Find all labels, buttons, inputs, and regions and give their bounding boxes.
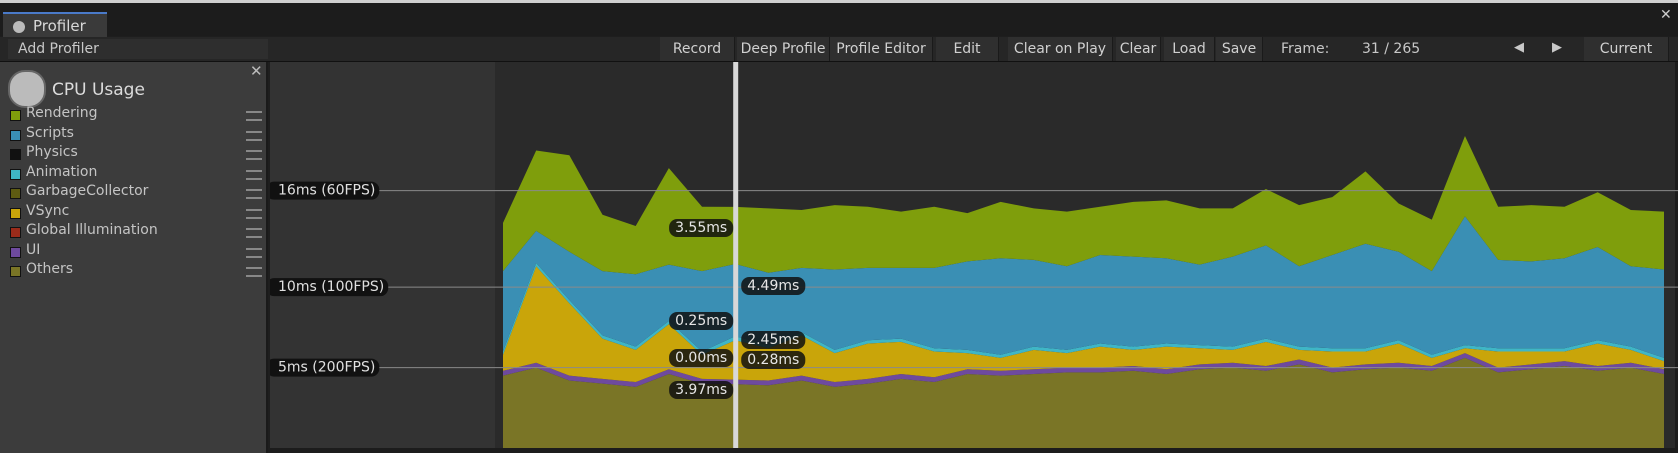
frame-value: 31 / 265 <box>1362 41 1421 57</box>
drag-handle[interactable] <box>246 169 262 180</box>
value-label-bg <box>669 219 734 237</box>
value-label-bg <box>669 381 734 399</box>
legend-label: Physics <box>26 144 78 160</box>
legend-label: Others <box>26 261 74 277</box>
legend-label: Global Illumination <box>26 222 158 238</box>
selected-value-label: 3.55ms <box>675 220 727 236</box>
module-close[interactable]: ✕ <box>250 62 263 80</box>
legend-swatch <box>10 227 21 238</box>
value-label-bg <box>741 351 806 369</box>
legend-label: VSync <box>26 202 70 219</box>
value-label-bg <box>741 277 806 295</box>
next-frame[interactable]: ▶ <box>1552 40 1562 55</box>
legend-label: GarbageCollector <box>26 183 149 199</box>
drag-handle[interactable] <box>246 208 262 219</box>
drag-handle[interactable] <box>246 267 262 277</box>
current-button[interactable]: Current <box>1584 37 1669 61</box>
prev-frame[interactable]: ◀ <box>1514 40 1524 55</box>
selected-value-label: 0.28ms <box>747 352 799 368</box>
legend-item[interactable]: GarbageCollector <box>10 183 262 202</box>
drag-handle[interactable] <box>246 111 262 121</box>
label-bg <box>270 181 380 200</box>
selected-value-label: 2.45ms <box>747 332 799 348</box>
toolbar-button[interactable]: Record <box>660 37 735 61</box>
reference-label: 5ms (200FPS) <box>278 360 375 376</box>
selected-frame <box>733 62 739 448</box>
legend-swatch <box>10 149 21 160</box>
reference-label: 10ms (100FPS) <box>278 279 384 295</box>
toolbar-button[interactable]: Clear <box>1116 37 1161 61</box>
tab[interactable]: Profiler <box>3 12 107 39</box>
drag-handle[interactable] <box>246 228 262 238</box>
selected-value-label: 0.25ms <box>675 313 727 329</box>
toolbar-button[interactable]: Save <box>1216 37 1263 61</box>
value-label-bg <box>669 312 734 330</box>
toolbar-button[interactable]: Edit <box>936 37 999 61</box>
legend-item[interactable]: Physics <box>10 144 262 163</box>
add-profiler-dropdown[interactable]: Add Profiler <box>8 39 268 59</box>
legend-item[interactable]: Others <box>10 261 262 280</box>
tab-bar: Profiler ✕ <box>0 0 1678 39</box>
frame-label: Frame: <box>1281 41 1330 57</box>
legend-item[interactable]: Scripts <box>10 125 262 144</box>
legend-item[interactable]: VSync <box>10 203 262 222</box>
tab-icon <box>13 21 25 33</box>
legend-swatch <box>10 188 21 199</box>
legend-label: Scripts <box>26 124 74 141</box>
area <box>503 357 1664 448</box>
value-label-bg <box>669 349 734 367</box>
label-gutter <box>270 62 495 448</box>
toolbar-button[interactable]: Load <box>1164 37 1215 61</box>
legend-label: Animation <box>26 163 98 180</box>
selected-value-label: 4.49ms <box>747 278 799 294</box>
legend-swatch <box>10 168 21 180</box>
module-title: CPU Usage <box>52 80 145 100</box>
tab-title: Profiler <box>33 17 86 35</box>
legend-swatch <box>10 207 21 219</box>
drag-handle[interactable] <box>246 130 262 141</box>
legend-label: UI <box>26 241 41 258</box>
toolbar-button[interactable]: Deep Profile <box>737 37 830 61</box>
legend-item[interactable]: Rendering <box>10 105 262 124</box>
graph: 16ms (60FPS) 10ms (100FPS) 5ms (200FPS) 3.5… <box>270 62 1678 453</box>
legend-swatch <box>10 266 21 277</box>
legend-swatch <box>10 246 21 258</box>
toolbar: Add Profiler Record Deep Profile Profile E… <box>0 37 1678 62</box>
label-bg <box>270 358 380 377</box>
value-label-bg <box>741 331 806 349</box>
legend-item[interactable]: Animation <box>10 164 262 183</box>
legend-swatch <box>10 129 21 141</box>
legend-item[interactable]: Global Illumination <box>10 222 262 241</box>
toolbar-button[interactable]: Clear on Play <box>1008 37 1113 61</box>
reference-label: 16ms (60FPS) <box>278 183 375 199</box>
close-icon[interactable]: ✕ <box>1660 7 1672 23</box>
legend-swatch <box>10 110 21 121</box>
area <box>503 353 1664 387</box>
selected-value-label: 0.00ms <box>675 350 727 366</box>
legend-item[interactable]: UI <box>10 242 262 261</box>
label-bg <box>270 278 389 297</box>
legend-label: Rendering <box>26 105 98 121</box>
toolbar-button[interactable]: Profile Editor <box>830 37 933 61</box>
selected-value-label: 3.97ms <box>675 382 727 398</box>
drag-handle[interactable] <box>246 189 262 199</box>
drag-handle[interactable] <box>246 247 262 258</box>
drag-handle[interactable] <box>246 150 262 160</box>
module-panel: CPU Usage ✕ Rendering Scripts Physics Anima… <box>0 62 268 453</box>
area <box>503 135 1664 275</box>
module-icon <box>8 70 46 108</box>
